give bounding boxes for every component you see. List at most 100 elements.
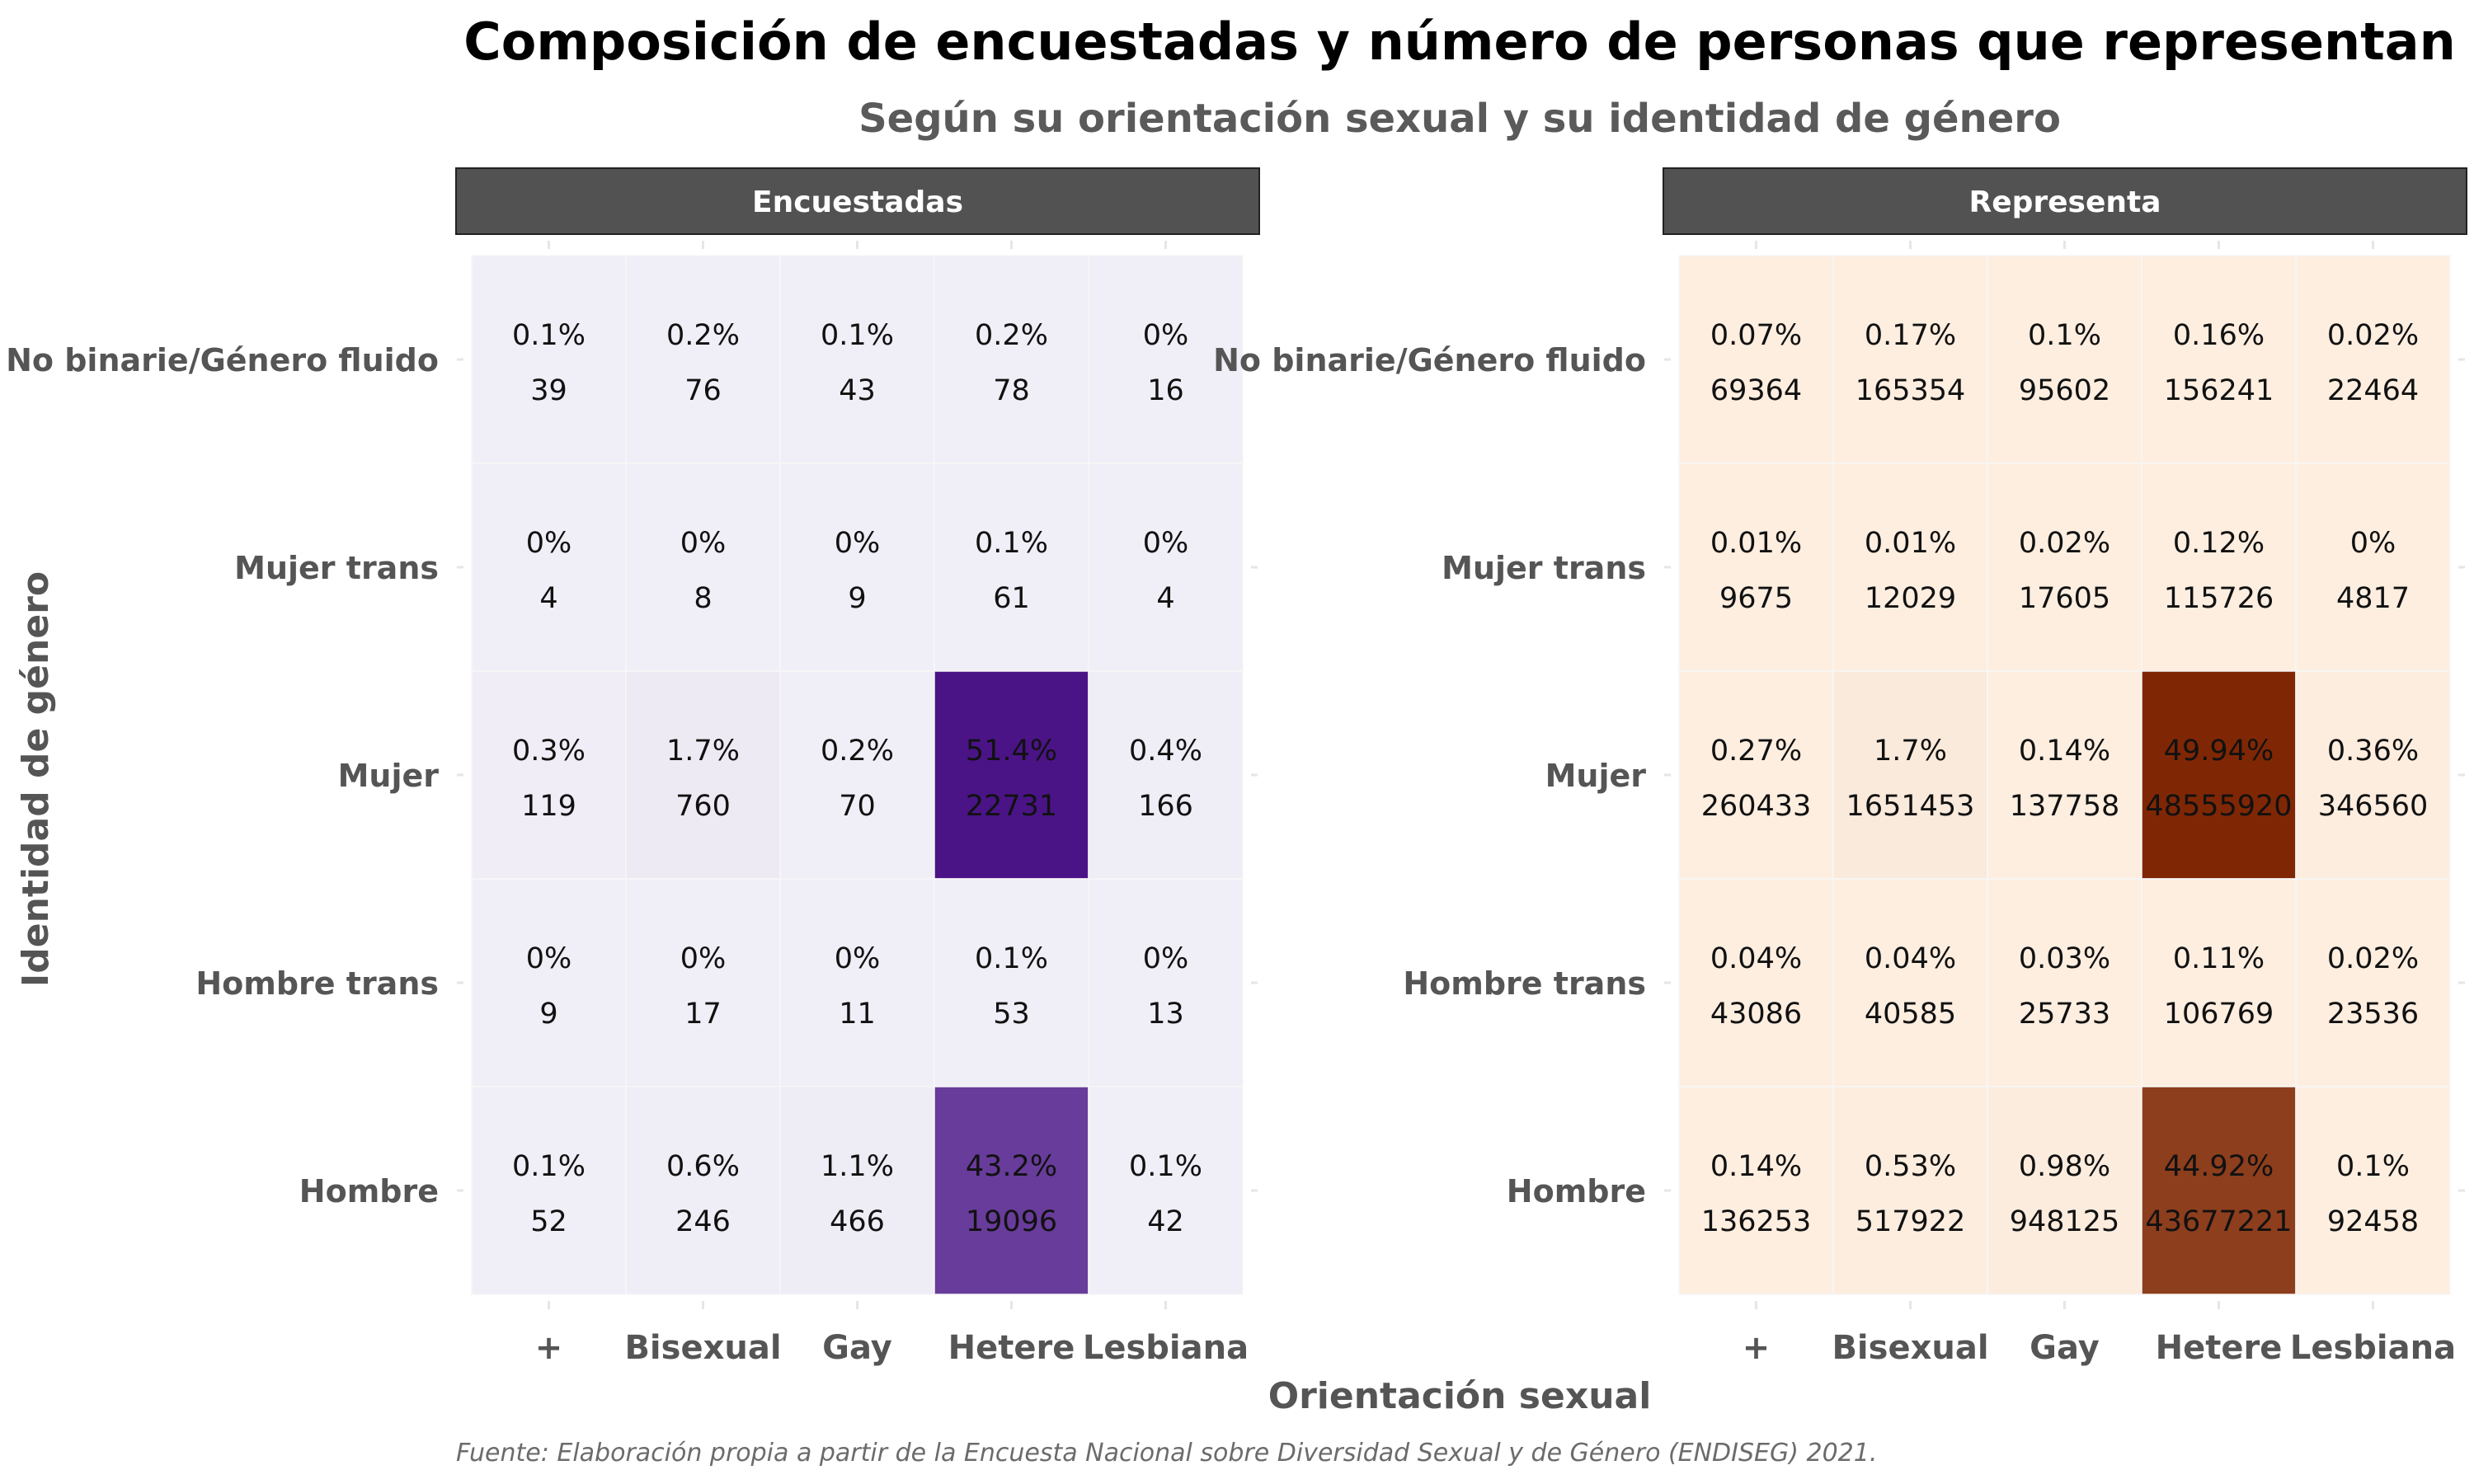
- heatmap-cell: [1987, 255, 2142, 464]
- cell-percent-label: 0.12%: [2173, 527, 2265, 560]
- cell-percent-label: 0.2%: [975, 319, 1048, 352]
- cell-count-label: 9675: [1719, 582, 1793, 615]
- heatmap-cell: [1088, 670, 1244, 880]
- facet-panel-representa: Representa 0.07% 69364 0.17% 165354 0.1% 95602…: [1213, 167, 2467, 1367]
- chart-title: Composición de encuestadas y número de p…: [463, 12, 2456, 72]
- heatmap-cell: [1832, 878, 1988, 1087]
- heatmap-cell: [934, 255, 1089, 464]
- heatmap-cell: [934, 463, 1089, 672]
- y-tick-label: Hombre trans: [195, 965, 439, 1002]
- cell-percent-label: 0%: [835, 527, 881, 560]
- cell-count-label: 8: [694, 582, 712, 615]
- cell-count-label: 346560: [2318, 790, 2429, 823]
- cell-count-label: 40585: [1865, 998, 1956, 1031]
- heatmap-cell: [1088, 1086, 1244, 1295]
- cell-count-label: 517922: [1856, 1205, 1966, 1238]
- heatmap-cell: [2141, 1086, 2297, 1295]
- chart-subtitle: Según su orientación sexual y su identid…: [858, 96, 2061, 142]
- heatmap-cell: [2295, 1086, 2451, 1295]
- heatmap-cell: [934, 1086, 1089, 1295]
- y-tick-label: Hombre: [299, 1173, 439, 1209]
- cell-count-label: 948125: [2010, 1205, 2120, 1238]
- heatmap-cell: [471, 463, 627, 672]
- heatmap-cell: [1987, 463, 2142, 672]
- cell-percent-label: 0%: [526, 942, 572, 975]
- cell-count-label: 22464: [2327, 374, 2419, 407]
- cell-percent-label: 0.07%: [1710, 319, 1802, 352]
- cell-percent-label: 0.02%: [2019, 527, 2110, 560]
- cell-percent-label: 0.14%: [1710, 1150, 1802, 1183]
- cell-percent-label: 0.02%: [2327, 319, 2419, 352]
- cell-count-label: 17605: [2019, 582, 2110, 615]
- heatmap-cell: [471, 1086, 627, 1295]
- cell-percent-label: 0.04%: [1710, 942, 1802, 975]
- x-tick-label: +: [535, 1329, 563, 1367]
- cell-count-label: 115726: [2164, 582, 2274, 615]
- heatmap-cell: [779, 463, 935, 672]
- y-tick-label: Mujer: [1545, 758, 1647, 794]
- cell-count-label: 760: [675, 790, 731, 823]
- heatmap-cell: [1987, 878, 2142, 1087]
- cell-count-label: 106769: [2164, 998, 2274, 1031]
- cell-count-label: 22731: [966, 790, 1057, 823]
- heatmap-cell: [934, 670, 1089, 880]
- heatmap-cell: [1832, 463, 1988, 672]
- y-tick-label: No binarie/Género fluido: [1213, 342, 1646, 378]
- cell-percent-label: 49.94%: [2164, 735, 2274, 768]
- heatmap-cell: [2141, 463, 2297, 672]
- y-tick-label: No binarie/Género fluido: [6, 342, 439, 378]
- cell-count-label: 4: [1156, 582, 1174, 615]
- cell-percent-label: 0.4%: [1129, 735, 1202, 768]
- cell-percent-label: 0.1%: [975, 942, 1048, 975]
- cell-count-label: 165354: [1856, 374, 1966, 407]
- x-tick-label: +: [1743, 1329, 1771, 1367]
- cell-percent-label: 0.2%: [666, 319, 740, 352]
- cell-percent-label: 0.1%: [512, 1150, 586, 1183]
- cell-percent-label: 44.92%: [2164, 1150, 2274, 1183]
- cell-count-label: 119: [521, 790, 576, 823]
- heatmap-cell: [779, 878, 935, 1087]
- cell-percent-label: 0.17%: [1865, 319, 1956, 352]
- cell-percent-label: 0.2%: [821, 735, 894, 768]
- cell-count-label: 4817: [2336, 582, 2410, 615]
- heatmap-cell: [1987, 1086, 2142, 1295]
- x-tick-label: Gay: [2030, 1329, 2100, 1367]
- chart-caption: Fuente: Elaboración propia a partir de l…: [456, 1439, 1877, 1468]
- heatmap-cell: [2295, 463, 2451, 672]
- cell-count-label: 39: [530, 374, 567, 407]
- heatmap-cell: [471, 670, 627, 880]
- heatmap-cell: [471, 255, 627, 464]
- y-tick-label: Mujer trans: [1442, 550, 1646, 586]
- cell-percent-label: 0%: [835, 942, 881, 975]
- cell-percent-label: 0.02%: [2327, 942, 2419, 975]
- cell-percent-label: 0.1%: [821, 319, 894, 352]
- heatmap-cell: [1678, 670, 1834, 880]
- cell-count-label: 52: [530, 1205, 567, 1238]
- heatmap-cell: [1678, 255, 1834, 464]
- x-tick-label: Bisexual: [624, 1329, 781, 1367]
- heatmap-cell: [1088, 878, 1244, 1087]
- heatmap-cell: [625, 255, 781, 464]
- cell-count-label: 95602: [2019, 374, 2110, 407]
- heatmap-cell: [1678, 463, 1834, 672]
- facet-strip: [455, 167, 1260, 235]
- cell-count-label: 9: [539, 998, 557, 1031]
- y-axis-title: Identidad de género: [15, 571, 57, 987]
- heatmap-cell: [2141, 878, 2297, 1087]
- cell-count-label: 70: [839, 790, 876, 823]
- cell-percent-label: 0%: [680, 527, 727, 560]
- cell-percent-label: 0.03%: [2019, 942, 2110, 975]
- cell-percent-label: 0.98%: [2019, 1150, 2110, 1183]
- facet-strip-label: Encuestadas: [752, 186, 963, 219]
- cell-percent-label: 0.3%: [512, 735, 586, 768]
- y-tick-label: Mujer: [338, 758, 440, 794]
- cell-count-label: 136253: [1701, 1205, 1812, 1238]
- cell-percent-label: 1.7%: [666, 735, 740, 768]
- cell-percent-label: 0%: [1143, 942, 1189, 975]
- x-tick-label: Hetere: [948, 1329, 1075, 1367]
- cell-percent-label: 0.1%: [1129, 1150, 1202, 1183]
- cell-percent-label: 1.1%: [821, 1150, 894, 1183]
- heatmap-cell: [1832, 670, 1988, 880]
- cell-count-label: 260433: [1701, 790, 1812, 823]
- cell-count-label: 43086: [1710, 998, 1802, 1031]
